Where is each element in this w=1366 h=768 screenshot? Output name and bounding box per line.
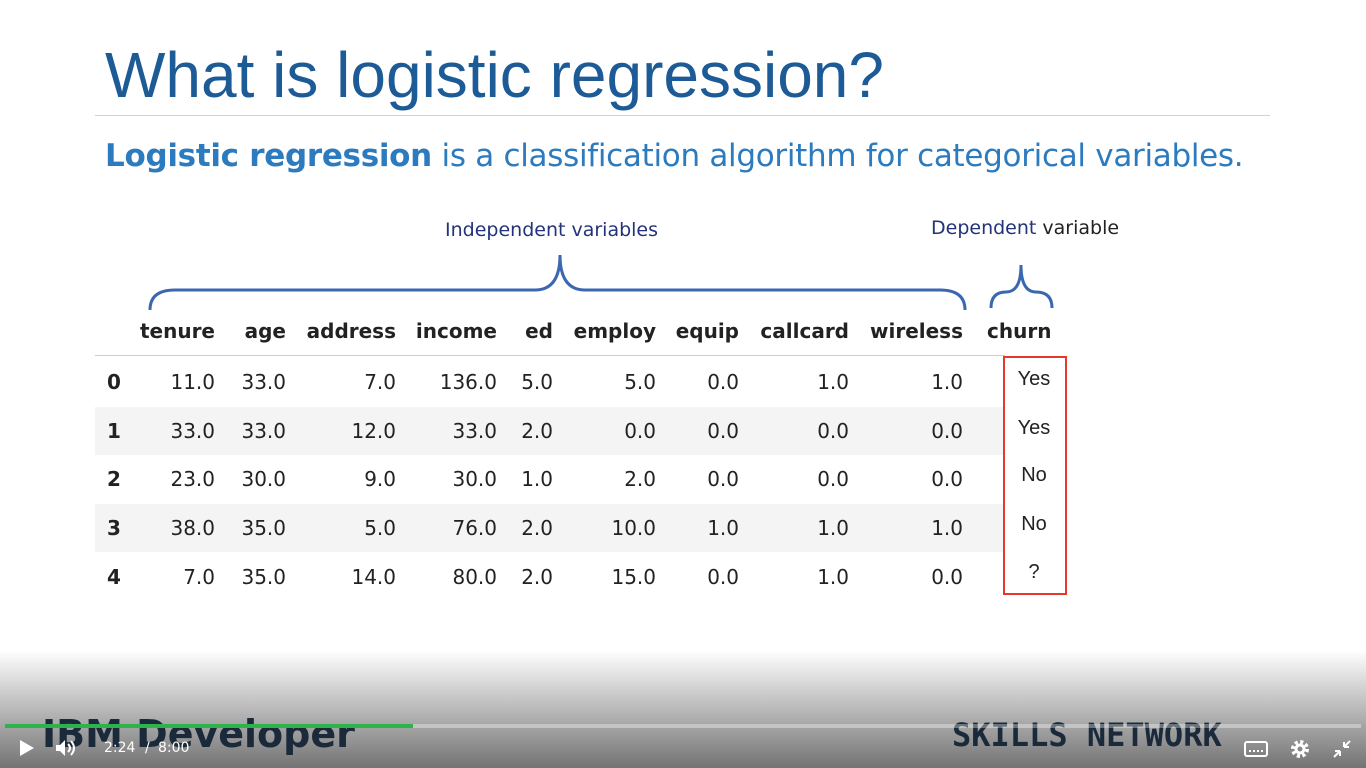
table-cell: 9.0	[364, 467, 396, 491]
column-header: callcard	[760, 319, 849, 343]
table-cell: 2.0	[624, 467, 656, 491]
table-cell: 0.0	[931, 419, 963, 443]
table-cell: 30.0	[241, 467, 286, 491]
progress-played	[5, 724, 413, 728]
table-cell: 33.0	[170, 419, 215, 443]
captions-button[interactable]	[1244, 740, 1268, 758]
churn-cell: Yes	[1017, 416, 1051, 439]
churn-cell: No	[1021, 512, 1047, 535]
slide-title: What is logistic regression?	[105, 39, 884, 111]
progress-track[interactable]	[5, 724, 1361, 728]
table-cell: 0.0	[707, 370, 739, 394]
table-cell: 0.0	[624, 419, 656, 443]
table-cell: 35.0	[241, 516, 286, 540]
table-cell: 35.0	[241, 565, 286, 589]
table-cell: 1.0	[931, 516, 963, 540]
column-header: churn	[987, 319, 1052, 343]
table-cell: 1.0	[817, 516, 849, 540]
table-cell: 80.0	[452, 565, 497, 589]
subtitle-bold: Logistic regression	[105, 138, 432, 174]
dependent-brace	[989, 264, 1054, 309]
table-cell: 5.0	[364, 516, 396, 540]
brand-left: IBM Developer	[42, 712, 355, 756]
table-cell: 33.0	[241, 370, 286, 394]
row-index: 3	[107, 516, 121, 540]
table-cell: 1.0	[817, 370, 849, 394]
table-cell: 0.0	[707, 467, 739, 491]
settings-button[interactable]	[1289, 738, 1311, 760]
brand-right: SKILLS NETWORK	[952, 716, 1222, 754]
slide-subtitle: Logistic regression is a classification …	[105, 138, 1244, 174]
table-cell: 33.0	[452, 419, 497, 443]
table-cell: 15.0	[611, 565, 656, 589]
fullscreen-button[interactable]	[1332, 739, 1352, 759]
table-cell: 5.0	[624, 370, 656, 394]
play-button[interactable]	[18, 739, 36, 757]
row-index: 0	[107, 370, 121, 394]
table-cell: 7.0	[183, 565, 215, 589]
row-index: 1	[107, 419, 121, 443]
column-header: address	[306, 319, 396, 343]
table-cell: 136.0	[439, 370, 497, 394]
subtitle-rest: is a classification algorithm for catego…	[441, 138, 1244, 174]
current-time: 2:24	[104, 740, 136, 756]
dependent-word: Dependent	[931, 217, 1037, 239]
volume-button[interactable]	[54, 738, 78, 758]
table-cell: 0.0	[707, 565, 739, 589]
column-header: employ	[573, 319, 656, 343]
table-cell: 30.0	[452, 467, 497, 491]
row-index: 2	[107, 467, 121, 491]
column-header: tenure	[139, 319, 215, 343]
variable-word: variable	[1042, 217, 1120, 239]
control-shade	[0, 650, 1366, 768]
churn-highlight	[1003, 356, 1067, 595]
row-index: 4	[107, 565, 121, 589]
table-cell: 2.0	[521, 565, 553, 589]
table-cell: 5.0	[521, 370, 553, 394]
row-stripe	[95, 504, 1005, 552]
table-cell: 33.0	[241, 419, 286, 443]
table-cell: 12.0	[351, 419, 396, 443]
column-header: equip	[675, 319, 739, 343]
table-cell: 38.0	[170, 516, 215, 540]
table-cell: 1.0	[931, 370, 963, 394]
row-stripe	[95, 407, 1005, 455]
independent-label: Independent variables	[445, 219, 659, 241]
table-cell: 23.0	[170, 467, 215, 491]
table-cell: 0.0	[931, 467, 963, 491]
table-cell: 14.0	[351, 565, 396, 589]
table-cell: 0.0	[707, 419, 739, 443]
time-separator: /	[145, 740, 150, 756]
table-cell: 7.0	[364, 370, 396, 394]
column-header: ed	[525, 319, 553, 343]
table-cell: 10.0	[611, 516, 656, 540]
churn-cell: No	[1021, 464, 1047, 486]
table-cell: 1.0	[521, 467, 553, 491]
header-rule	[95, 355, 1005, 356]
table-cell: 1.0	[707, 516, 739, 540]
duration: 8:00	[158, 740, 190, 756]
column-header: age	[244, 319, 286, 343]
table-cell: 2.0	[521, 516, 553, 540]
table-cell: 1.0	[817, 565, 849, 589]
braces	[148, 254, 1054, 311]
churn-cell: Yes	[1017, 368, 1051, 390]
table-cell: 0.0	[817, 419, 849, 443]
table-cell: 0.0	[817, 467, 849, 491]
column-header: wireless	[870, 319, 963, 343]
table-cell: 76.0	[452, 516, 497, 540]
independent-brace	[148, 254, 967, 311]
table-cell: 11.0	[170, 370, 215, 394]
dependent-label: Dependent variable	[931, 217, 1119, 239]
churn-cell: ?	[1028, 561, 1040, 583]
table-cell: 0.0	[931, 565, 963, 589]
table-cell: 2.0	[521, 419, 553, 443]
title-rule	[95, 115, 1270, 116]
column-header: income	[415, 319, 497, 343]
